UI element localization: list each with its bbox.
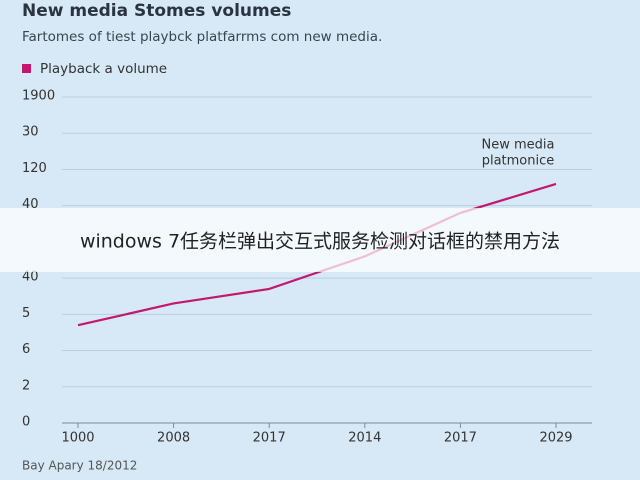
annotation: New media [482, 138, 555, 153]
x-tick-label: 1000 [61, 431, 94, 446]
y-tick-label: 5 [22, 306, 30, 321]
y-tick-label: 1900 [22, 89, 55, 104]
banner-text: windows 7任务栏弹出交互式服务检测对话框的禁用方法 [80, 231, 560, 253]
y-tick-label: 0 [22, 415, 30, 430]
y-tick-label: 120 [22, 161, 47, 176]
y-tick-label: 30 [22, 125, 39, 140]
x-tick-label: 2014 [348, 431, 381, 446]
banner-background [0, 208, 640, 272]
source: Bay Apary 18/2012 [22, 459, 137, 473]
y-tick-label: 6 [22, 342, 30, 357]
x-tick-label: 2017 [253, 431, 286, 446]
x-tick-label: 2008 [157, 431, 190, 446]
annotation: platmonice [482, 154, 555, 169]
chart-title: New media Stomes volumes [22, 1, 291, 21]
y-tick-label: 40 [22, 270, 39, 285]
x-tick-label: 2017 [444, 431, 477, 446]
x-tick-label: 2029 [539, 431, 572, 446]
legend-swatch [22, 64, 31, 73]
legend-label: Playback a volume [40, 61, 167, 77]
y-tick-label: 2 [22, 378, 30, 393]
chart-subtitle: Fartomes of tiest playbck platfarrms com… [22, 29, 382, 45]
